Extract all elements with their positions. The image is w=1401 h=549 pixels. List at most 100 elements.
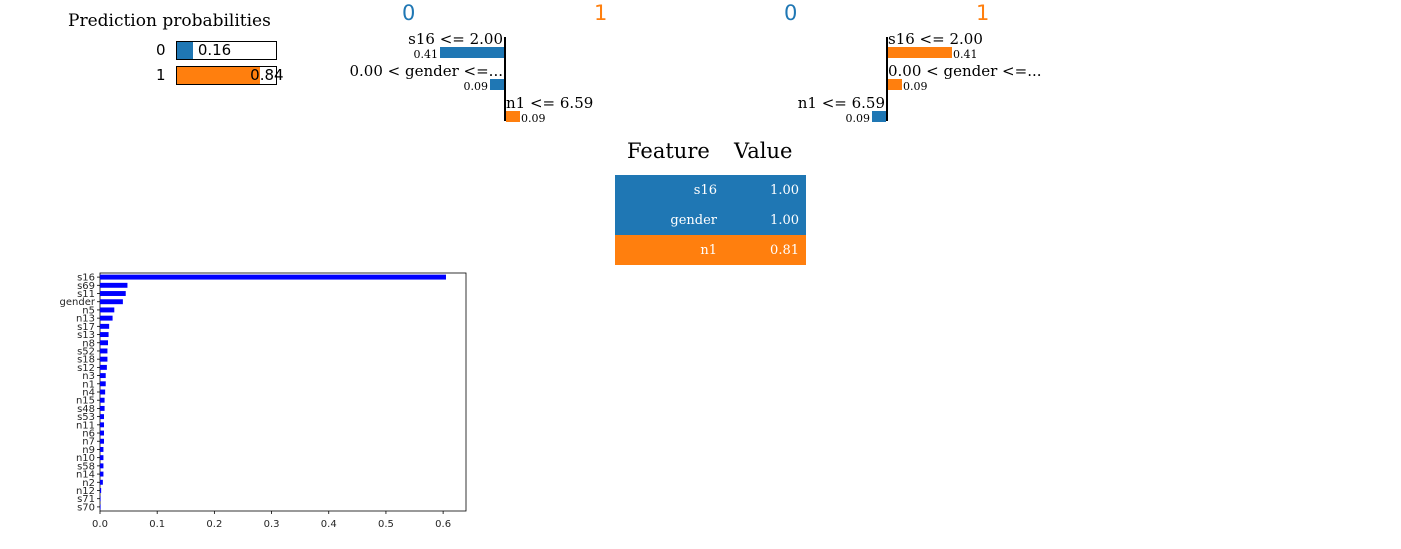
probability-bar-box — [176, 66, 277, 85]
explanation-right-class-pos: 1 — [976, 1, 990, 25]
x-tick-label: 0.5 — [378, 519, 394, 530]
x-tick-label: 0.6 — [435, 519, 451, 530]
explanation-condition-label: n1 <= 6.59 — [506, 94, 594, 112]
feature-row: n1 0.81 — [615, 235, 806, 265]
explanation-condition-label: n1 <= 6.59 — [797, 94, 885, 112]
y-tick-label: s52 — [77, 346, 95, 357]
feature-value: 1.00 — [770, 213, 799, 228]
importance-bar — [100, 340, 109, 346]
importance-bar — [100, 364, 107, 370]
feature-header: Feature — [627, 139, 710, 163]
probability-value: 0.84 — [250, 66, 284, 84]
explanation-left-class-pos: 1 — [594, 1, 608, 25]
y-tick-label: s48 — [77, 404, 95, 415]
y-tick-label: s12 — [77, 363, 95, 374]
importance-bar — [100, 479, 103, 485]
importance-bar — [100, 299, 123, 305]
explanation-left-axis — [504, 37, 506, 121]
y-tick-label: s69 — [77, 281, 95, 292]
y-tick-label: n13 — [76, 314, 95, 325]
importance-bar — [100, 291, 126, 296]
y-tick-label: n11 — [76, 420, 95, 431]
y-tick-label: s16 — [77, 273, 95, 284]
explanation-weight-label: 0.09 — [903, 80, 928, 93]
importance-bar — [100, 348, 108, 354]
probability-bar-box — [176, 41, 277, 60]
y-tick-label: n9 — [82, 445, 95, 456]
importance-bar — [100, 405, 105, 411]
probability-bar-fill — [177, 67, 261, 84]
y-tick-label: n5 — [82, 305, 95, 316]
importance-bar — [100, 446, 104, 452]
y-tick-label: s18 — [77, 355, 95, 366]
probability-class-label: 0 — [156, 41, 166, 59]
importance-bar — [100, 274, 446, 280]
explanation-right-class-neg: 0 — [784, 1, 798, 25]
explanation-weight-label: 0.09 — [463, 80, 488, 93]
importance-bar — [100, 422, 105, 428]
feature-row: gender 1.00 — [615, 205, 806, 235]
y-tick-label: n14 — [76, 470, 95, 481]
y-tick-label: n1 — [82, 379, 95, 390]
importance-bar — [100, 455, 104, 461]
y-tick-label: n4 — [82, 388, 95, 399]
importance-bar — [100, 323, 110, 329]
y-tick-label: s13 — [77, 330, 95, 341]
y-tick-label: s58 — [77, 461, 95, 472]
y-tick-label: s70 — [77, 502, 95, 513]
explanation-weight-label: 0.09 — [521, 112, 546, 125]
importance-bar — [100, 504, 101, 510]
importance-bar — [100, 332, 109, 338]
y-tick-label: s71 — [77, 494, 95, 505]
explanation-left-class-neg: 0 — [402, 1, 416, 25]
explanation-bar — [871, 111, 886, 122]
explanation-condition-label: 0.00 < gender <=... — [888, 62, 1042, 80]
prediction-probabilities-title: Prediction probabilities — [68, 11, 271, 31]
importance-bar — [100, 381, 106, 387]
explanation-weight-label: 0.41 — [413, 48, 439, 61]
x-tick-label: 0.0 — [92, 519, 108, 530]
y-tick-label: n6 — [82, 429, 95, 440]
feature-importance-chart: s16s69s11gendern5n13s17s13n8s52s18s12n3n… — [60, 272, 467, 530]
y-tick-label: n7 — [82, 437, 95, 448]
feature-row: s16 1.00 — [615, 175, 806, 205]
importance-bar — [100, 463, 104, 469]
importance-bar — [100, 397, 105, 403]
probability-class-label: 1 — [156, 66, 166, 84]
feature-value: 0.81 — [770, 243, 799, 258]
y-tick-label: n2 — [82, 478, 95, 489]
feature-value: 1.00 — [770, 183, 799, 198]
y-tick-label: n3 — [82, 371, 95, 382]
y-tick-label: gender — [60, 297, 96, 308]
y-tick-label: n8 — [82, 338, 95, 349]
y-tick-label: n10 — [76, 453, 95, 464]
explanation-bar — [489, 79, 504, 90]
importance-bar — [100, 282, 128, 288]
explanation-bar — [888, 79, 903, 90]
feature-name: n1 — [700, 243, 717, 258]
feature-name: gender — [670, 213, 717, 228]
explanation-weight-label: 0.09 — [845, 112, 870, 125]
explanation-bar — [440, 47, 504, 58]
probability-row-0: 0 0.16 — [150, 40, 310, 60]
importance-bar — [100, 315, 113, 321]
probability-value: 0.16 — [197, 41, 232, 59]
y-tick-label: s11 — [77, 289, 95, 300]
explanation-weight-label: 0.41 — [952, 48, 978, 61]
importance-bar — [100, 430, 105, 436]
x-tick-label: 0.4 — [321, 519, 337, 530]
y-tick-label: s17 — [77, 322, 95, 333]
importance-bar — [100, 356, 108, 362]
y-tick-label: s53 — [77, 412, 95, 423]
x-tick-label: 0.1 — [149, 519, 165, 530]
importance-bar — [100, 307, 115, 313]
x-tick-label: 0.3 — [264, 519, 280, 530]
importance-bar — [100, 471, 104, 477]
explanation-condition-label: 0.00 < gender <=... — [349, 62, 503, 80]
value-header: Value — [734, 139, 793, 163]
importance-bar — [100, 438, 105, 444]
explanation-condition-label: s16 <= 2.00 — [408, 30, 503, 48]
importance-bar — [100, 389, 106, 395]
importance-bar — [100, 496, 101, 502]
probability-row-1: 1 0.84 — [150, 65, 310, 85]
